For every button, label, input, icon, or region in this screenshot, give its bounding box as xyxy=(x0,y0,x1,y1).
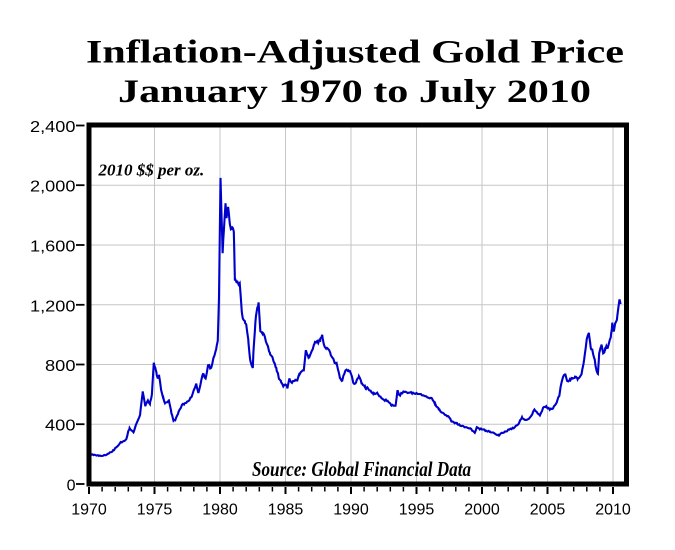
svg-text:1985: 1985 xyxy=(268,502,304,519)
svg-text:Source: Global Financial Data: Source: Global Financial Data xyxy=(252,457,471,481)
svg-text:800: 800 xyxy=(45,358,76,375)
svg-text:2010 $$ per oz.: 2010 $$ per oz. xyxy=(98,161,205,180)
svg-text:1980: 1980 xyxy=(202,502,238,519)
svg-text:1990: 1990 xyxy=(333,502,369,519)
svg-text:1,600: 1,600 xyxy=(30,239,76,256)
svg-text:2,000: 2,000 xyxy=(30,179,76,196)
svg-text:400: 400 xyxy=(45,418,76,435)
svg-text:1970: 1970 xyxy=(71,502,107,519)
svg-text:0: 0 xyxy=(67,478,76,495)
svg-text:2,400: 2,400 xyxy=(30,119,76,136)
svg-text:Inflation-Adjusted Gold Price: Inflation-Adjusted Gold Price xyxy=(86,35,624,71)
svg-text:2000: 2000 xyxy=(464,502,500,519)
svg-text:1,200: 1,200 xyxy=(30,298,76,315)
svg-text:January 1970 to July 2010: January 1970 to July 2010 xyxy=(118,74,591,110)
svg-text:1995: 1995 xyxy=(399,502,435,519)
svg-text:2005: 2005 xyxy=(530,502,566,519)
svg-text:2010: 2010 xyxy=(595,502,631,519)
svg-text:1975: 1975 xyxy=(137,502,173,519)
